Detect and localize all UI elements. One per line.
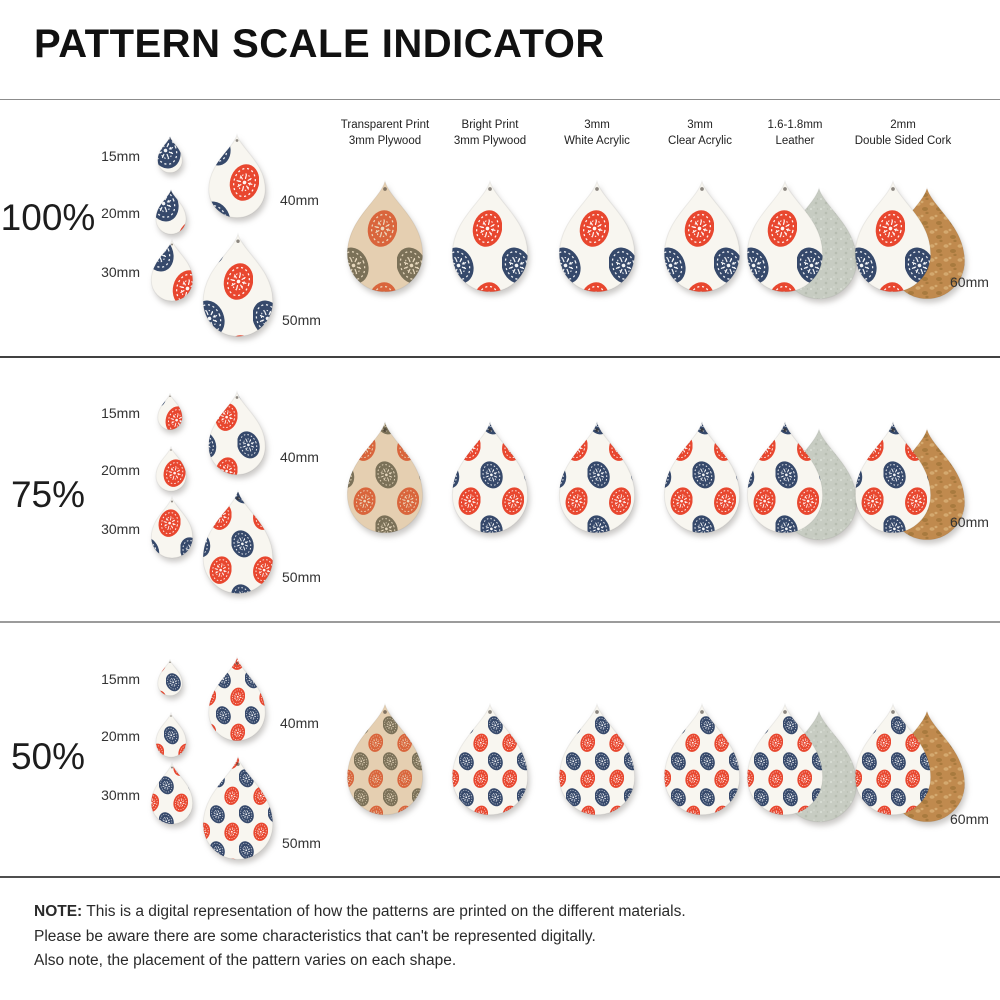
teardrop-20mm [155,189,187,235]
teardrop-60mm-double-sided-cork [854,179,966,300]
teardrop-60mm-double-sided-cork [854,702,966,823]
teardrop-60mm-white-acrylic [558,702,636,816]
size-label-20mm: 20mm [101,205,140,221]
teardrop-60mm-clear-acrylic [663,420,741,534]
teardrop-60mm-leather [746,420,858,541]
teardrop-60mm-clear-acrylic [663,179,741,293]
teardrop-60mm-bright-print-plywood [451,420,529,534]
section-divider [0,99,1000,100]
size-label-50mm: 50mm [282,835,321,851]
teardrop-30mm [150,239,194,302]
material-header-white-acrylic: 3mm White Acrylic [564,119,630,147]
size-label-30mm: 30mm [101,787,140,803]
scale-label: 50% [10,736,86,777]
teardrop-60mm-white-acrylic [558,179,636,293]
size-label-60mm: 60mm [950,514,989,530]
material-header-double-sided-cork: 2mm Double Sided Cork [854,119,952,147]
teardrop-50mm [202,231,274,337]
size-label-30mm: 30mm [101,521,140,537]
teardrop-15mm [157,136,183,174]
teardrop-60mm-bright-print-plywood [451,179,529,293]
teardrop-60mm-leather [746,179,858,300]
material-header-clear-acrylic: 3mm Clear Acrylic [668,119,732,147]
teardrop-60mm-leather [746,702,858,823]
teardrop-40mm [208,389,266,475]
teardrop-20mm [155,446,187,492]
teardrop-40mm [208,655,266,741]
size-label-40mm: 40mm [280,192,319,208]
section-divider [0,621,1000,623]
teardrop-60mm-bright-print-plywood [451,702,529,816]
scale-label: 75% [10,474,86,515]
teardrop-60mm-double-sided-cork [854,420,966,541]
scale-row-75pct: 75% 15mm 20mm 30mm 40mm 50mm 60mm [0,357,1000,623]
size-label-15mm: 15mm [101,148,140,164]
section-divider [0,876,1000,878]
material-header-leather: 1.6-1.8mm Leather [767,119,823,147]
teardrop-60mm-white-acrylic [558,420,636,534]
size-label-40mm: 40mm [280,449,319,465]
scale-row-50pct: 50% 15mm 20mm 30mm 40mm 50mm 60mm [0,623,1000,878]
note-line-2: Please be aware there are some character… [34,927,596,945]
note-line-1: NOTE: This is a digital representation o… [34,903,686,920]
note-label: NOTE: [34,903,83,920]
teardrop-15mm [157,393,183,431]
teardrop-50mm [202,488,274,594]
material-header-bright-print-plywood: Bright Print 3mm Plywood [453,119,527,147]
teardrop-60mm-clear-acrylic [663,702,741,816]
size-label-50mm: 50mm [282,569,321,585]
size-label-60mm: 60mm [950,811,989,827]
teardrop-30mm [150,496,194,559]
teardrop-60mm-transparent-print-plywood [346,702,424,816]
scale-row-100pct: 100% Transparent Print 3mm Plywood Bright P… [0,100,1000,357]
size-label-20mm: 20mm [101,728,140,744]
teardrop-20mm [155,712,187,758]
size-label-40mm: 40mm [280,715,319,731]
scale-label: 100% [0,197,96,238]
size-label-20mm: 20mm [101,462,140,478]
size-label-60mm: 60mm [950,274,989,290]
teardrop-15mm [157,659,183,697]
note-line-3: Also note, the placement of the pattern … [34,952,457,969]
page-title: PATTERN SCALE INDICATOR [34,22,605,66]
teardrop-30mm [150,762,194,825]
teardrop-60mm-transparent-print-plywood [346,179,424,293]
section-divider [0,356,1000,358]
teardrop-60mm-transparent-print-plywood [346,420,424,534]
size-label-30mm: 30mm [101,264,140,280]
material-header-transparent-print-plywood: Transparent Print 3mm Plywood [340,119,430,147]
note-text: NOTE: This is a digital representation o… [34,900,686,974]
teardrop-40mm [208,132,266,218]
teardrop-50mm [202,754,274,860]
size-label-15mm: 15mm [101,671,140,687]
size-label-50mm: 50mm [282,312,321,328]
size-label-15mm: 15mm [101,405,140,421]
